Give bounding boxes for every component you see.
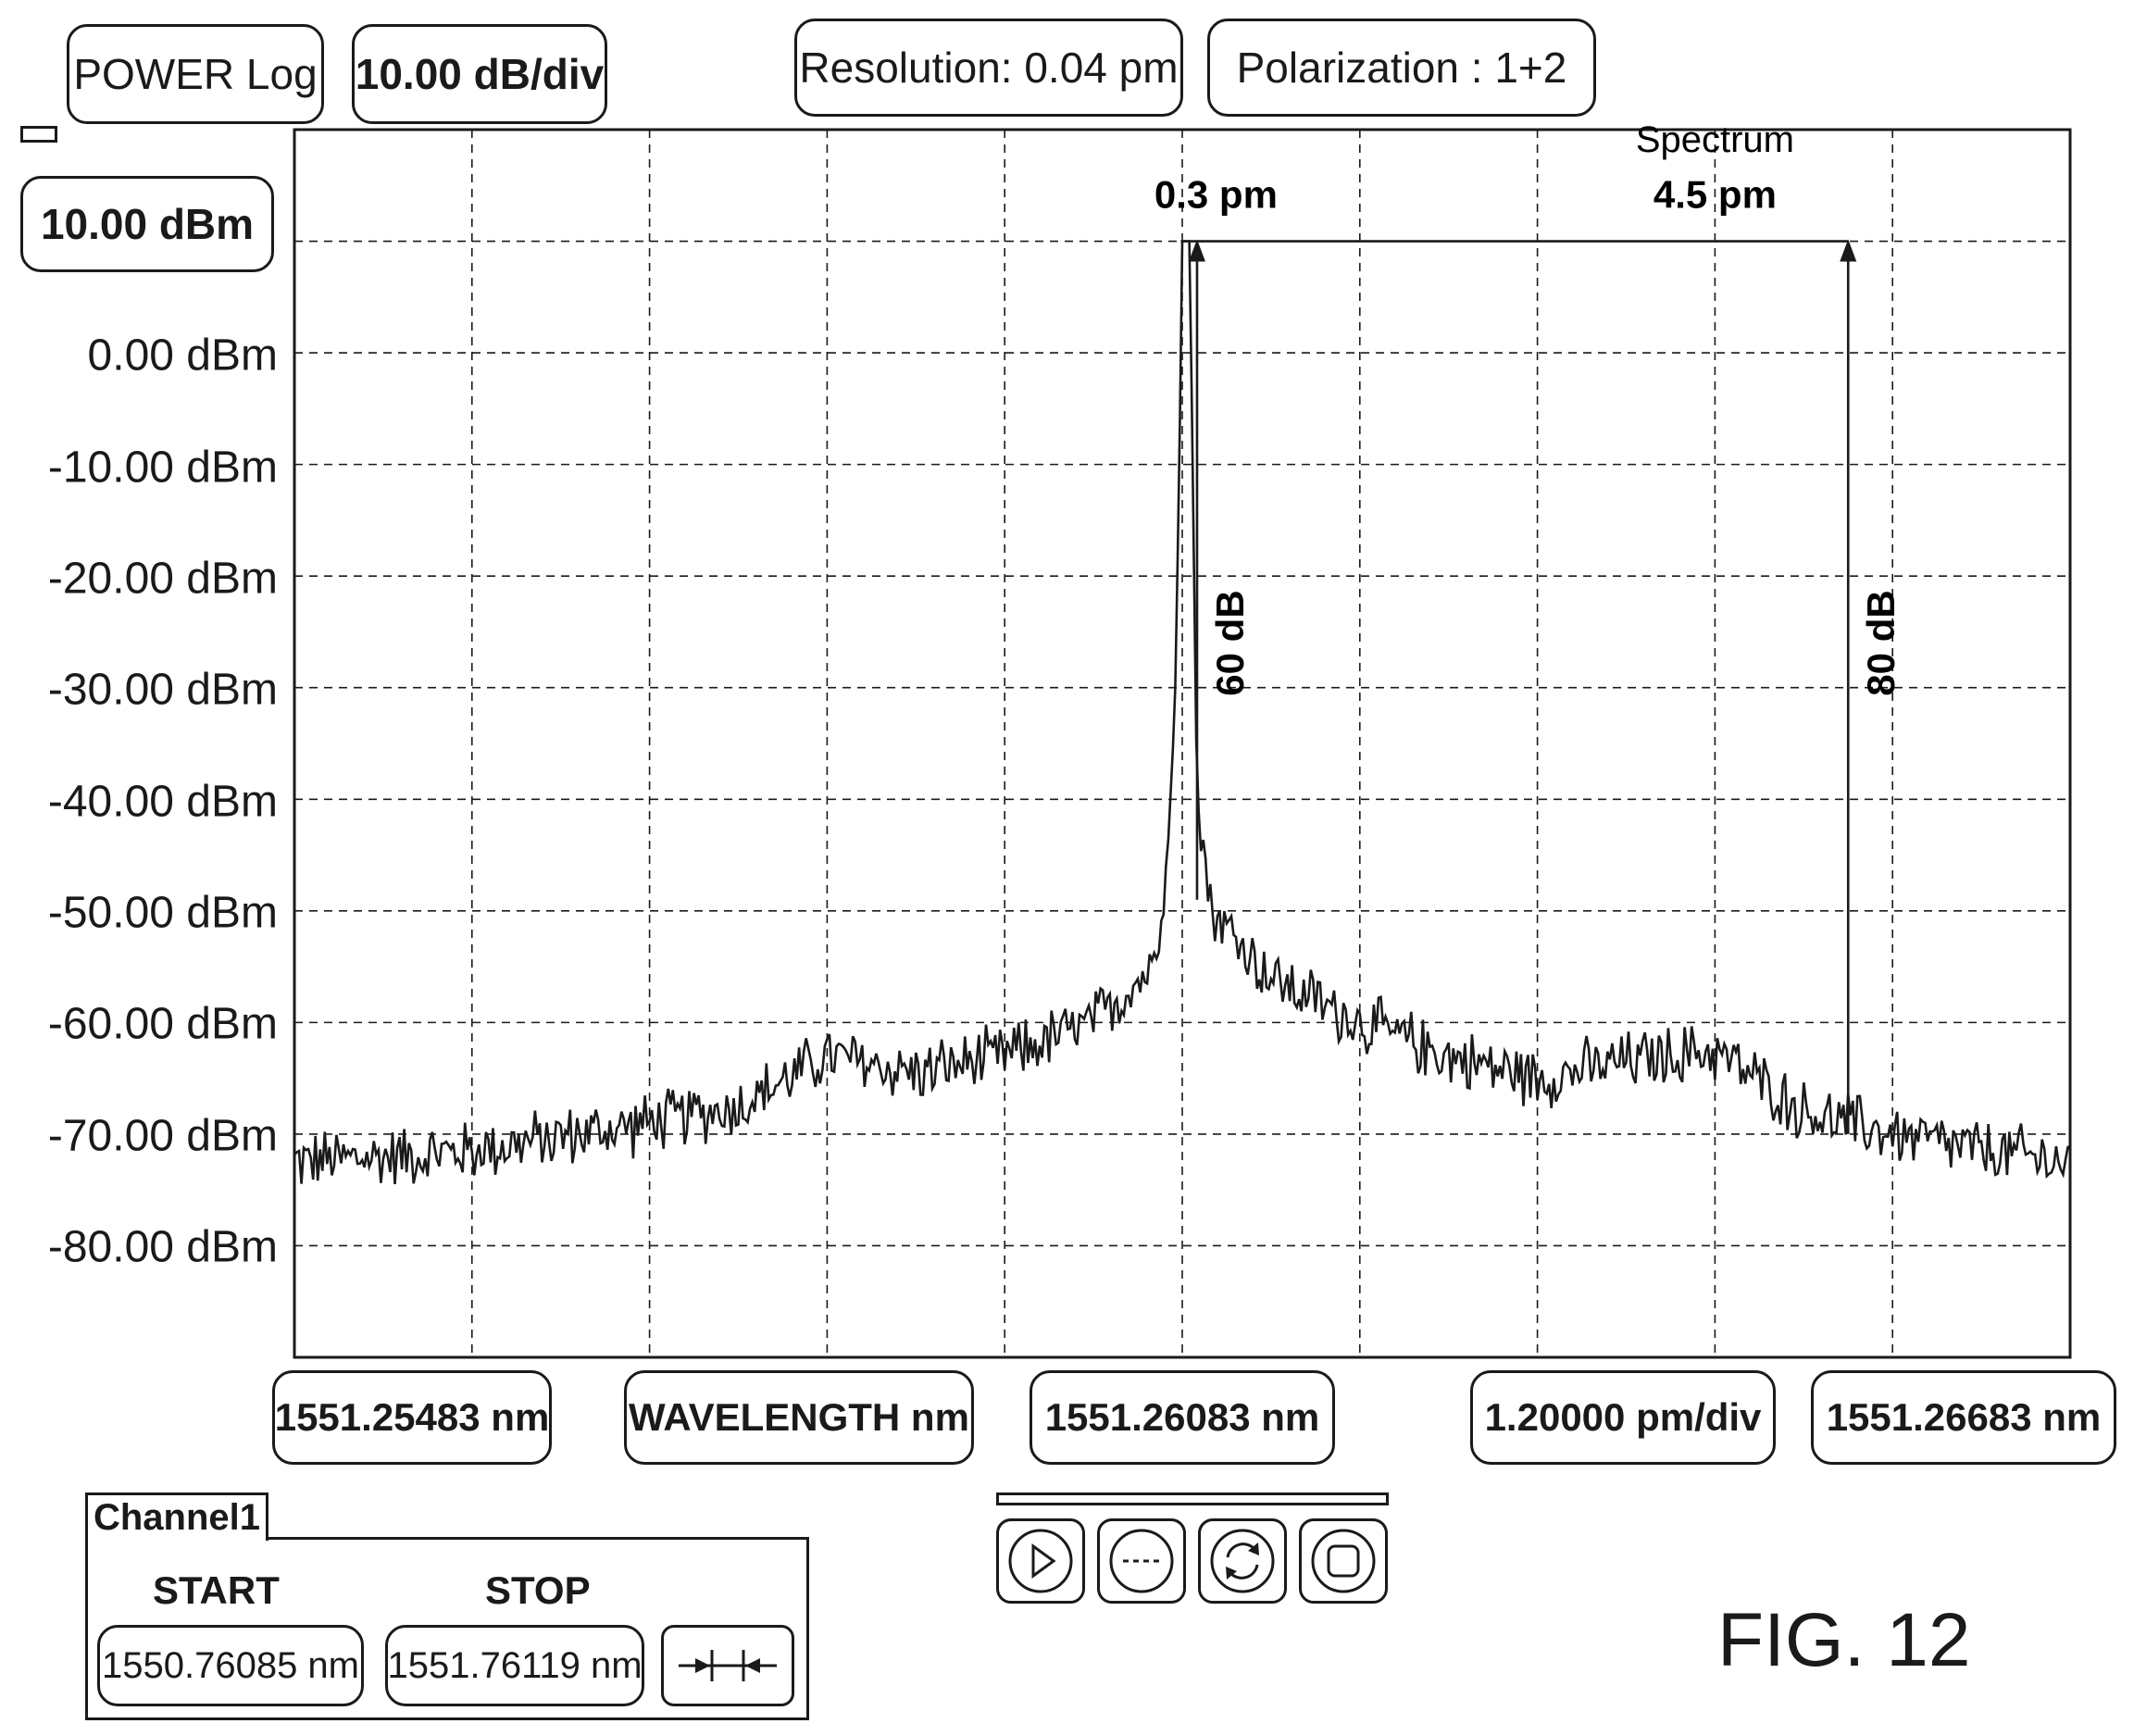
dashed-line-icon bbox=[1109, 1529, 1174, 1593]
y-tick-label: -80.00 dBm bbox=[47, 1222, 278, 1272]
reference-level-button[interactable]: 10.00 dBm bbox=[20, 176, 274, 272]
arrowhead-80db bbox=[1840, 239, 1857, 262]
center-wavelength-field[interactable]: 1551.26083 nm bbox=[1030, 1370, 1335, 1465]
start-label: START bbox=[153, 1568, 280, 1612]
power-mode-button[interactable]: POWER Log bbox=[67, 24, 324, 124]
channel-start-input[interactable]: 1550.76085 nm bbox=[97, 1625, 364, 1706]
stop-icon bbox=[1311, 1529, 1376, 1593]
y-tick-label: -60.00 dBm bbox=[47, 999, 278, 1049]
span-fit-button[interactable] bbox=[661, 1625, 794, 1706]
y-tick-label: -20.00 dBm bbox=[47, 554, 278, 604]
control-bar bbox=[996, 1492, 1389, 1505]
play-button[interactable] bbox=[996, 1518, 1085, 1604]
span-fit-icon bbox=[679, 1650, 777, 1681]
span-per-div-field[interactable]: 1.20000 pm/div bbox=[1470, 1370, 1776, 1465]
label-80db: 80 dB bbox=[1859, 590, 1903, 695]
refresh-icon bbox=[1210, 1529, 1275, 1593]
dashed-line-button[interactable] bbox=[1097, 1518, 1186, 1604]
stop-wavelength-field[interactable]: 1551.26683 nm bbox=[1811, 1370, 2116, 1465]
figure-label: FIG. 12 bbox=[1717, 1598, 1971, 1682]
marker-indicator bbox=[20, 126, 57, 143]
channel-stop-input[interactable]: 1551.76119 nm bbox=[385, 1625, 644, 1706]
stop-button[interactable] bbox=[1299, 1518, 1388, 1604]
tab-channel1[interactable]: Channel1 bbox=[85, 1492, 268, 1541]
scale-button[interactable]: 10.00 dB/div bbox=[352, 24, 607, 124]
arrowhead-60db bbox=[1188, 239, 1205, 262]
linewidth-label: 0.3 pm bbox=[1154, 172, 1278, 216]
y-tick-label: 0.00 dBm bbox=[87, 331, 278, 381]
chart-annotations: 0.3 pm Spectrum 4.5 pm 60 dB 80 dB bbox=[1154, 119, 1903, 1134]
plot-frame bbox=[293, 128, 2072, 1359]
label-60db: 60 dB bbox=[1208, 590, 1252, 695]
y-tick-label: -10.00 dBm bbox=[47, 443, 278, 493]
y-tick-label: -50.00 dBm bbox=[47, 888, 278, 938]
resolution-button[interactable]: Resolution: 0.04 pm bbox=[794, 19, 1183, 117]
channel-panel bbox=[85, 1537, 809, 1720]
spectrum-label: Spectrum bbox=[1636, 119, 1794, 160]
y-tick-label: -70.00 dBm bbox=[47, 1111, 278, 1161]
play-icon bbox=[1008, 1529, 1073, 1593]
refresh-button[interactable] bbox=[1198, 1518, 1287, 1604]
spectrum-width-label: 4.5 pm bbox=[1654, 172, 1777, 216]
start-wavelength-field[interactable]: 1551.25483 nm bbox=[272, 1370, 552, 1465]
y-tick-label: -40.00 dBm bbox=[47, 777, 278, 827]
y-tick-label: -30.00 dBm bbox=[47, 665, 278, 715]
wavelength-axis-button[interactable]: WAVELENGTH nm bbox=[624, 1370, 974, 1465]
polarization-button[interactable]: Polarization : 1+2 bbox=[1207, 19, 1596, 117]
stop-label: STOP bbox=[485, 1568, 591, 1612]
